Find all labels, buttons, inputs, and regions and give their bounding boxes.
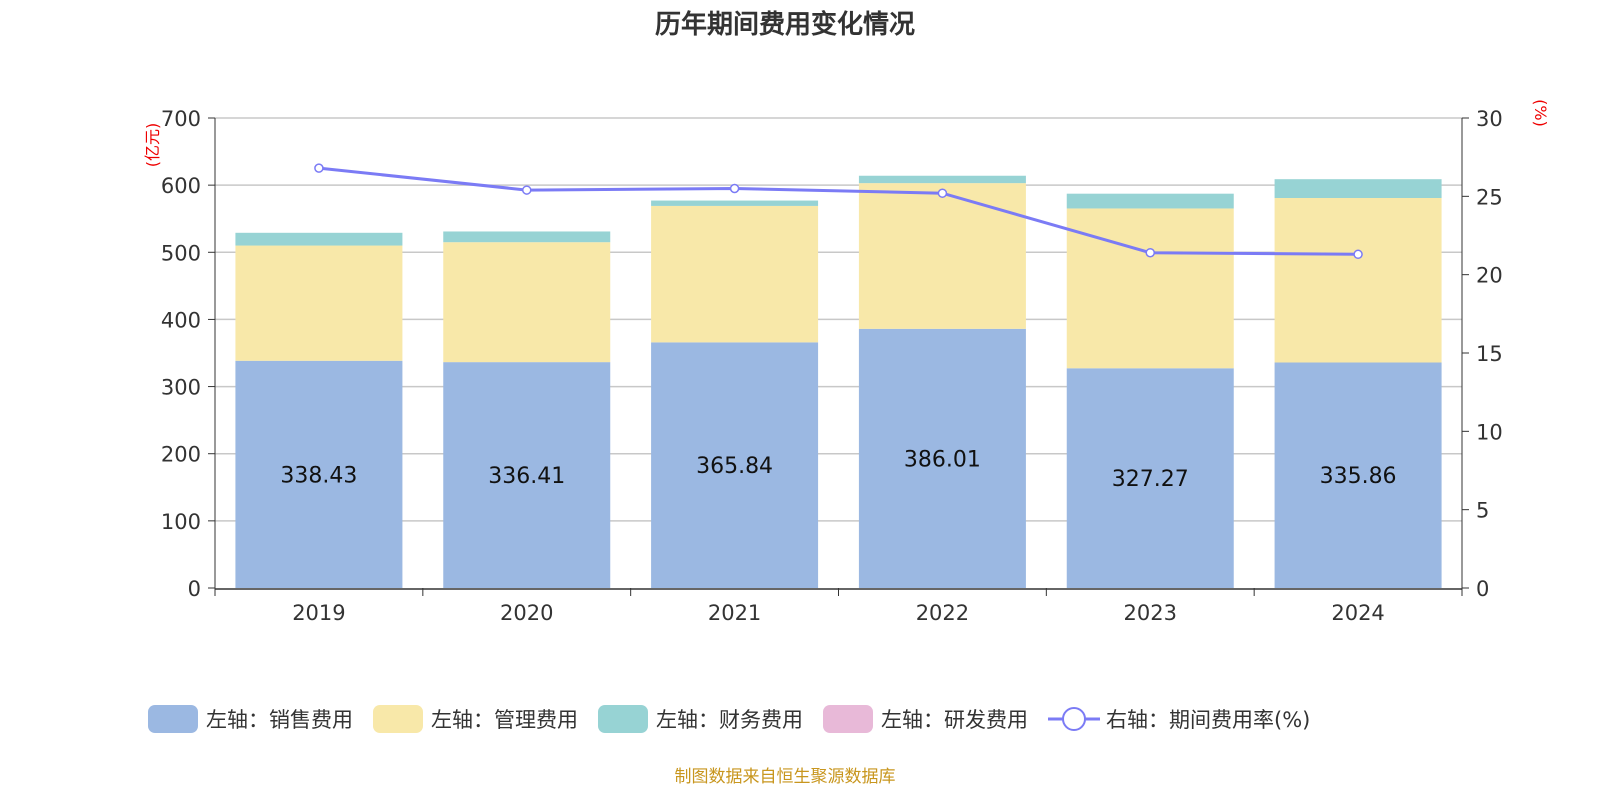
left-tick-label: 200: [161, 443, 201, 467]
right-tick-label: 15: [1476, 342, 1503, 366]
line-point: [1353, 249, 1363, 260]
left-tick-label: 700: [161, 107, 201, 131]
source-note: 制图数据来自恒生聚源数据库: [674, 767, 896, 787]
legend-label: 右轴：期间费用率(%): [1106, 708, 1311, 732]
left-tick-label: 0: [188, 577, 201, 601]
legend: 左轴：销售费用 左轴：管理费用 左轴：财务费用 左轴：研发费用 右轴：期间费用率(%): [148, 704, 1330, 734]
x-tick-label: 2024: [1331, 601, 1384, 625]
legend-label: 左轴：研发费用: [881, 708, 1028, 732]
left-tick-label: 500: [161, 241, 201, 265]
legend-item[interactable]: 左轴：财务费用: [598, 704, 803, 734]
left-axis-unit: (亿元): [143, 123, 162, 168]
bar-segment-1: [1274, 197, 1442, 363]
bar-segment-0: [235, 360, 403, 588]
right-tick-label: 10: [1476, 420, 1503, 444]
legend-line-marker-icon: [1048, 707, 1100, 731]
line-point: [522, 185, 532, 195]
right-tick-label: 5: [1476, 499, 1489, 523]
bar-data-label: 336.41: [488, 464, 565, 489]
legend-swatch: [373, 705, 423, 733]
bar-segment-1: [651, 205, 819, 343]
bar-data-label: 365.84: [696, 454, 773, 479]
legend-item[interactable]: 左轴：研发费用: [823, 704, 1028, 734]
legend-item[interactable]: 右轴：期间费用率(%): [1048, 704, 1310, 734]
bar-data-label: 335.86: [1320, 464, 1397, 489]
legend-item[interactable]: 左轴：销售费用: [148, 704, 353, 734]
legend-label: 左轴：销售费用: [206, 708, 353, 732]
line-point: [937, 188, 948, 198]
legend-swatch: [598, 705, 648, 733]
bar-segment-2: [443, 231, 611, 243]
legend-swatch: [823, 705, 873, 733]
chart-plot: 0 100 200 300 400 500 600 700 0 5 10 15 20 25 30 (亿元) (%…: [143, 99, 1550, 625]
right-tick-label: 30: [1476, 107, 1503, 131]
legend-label: 左轴：财务费用: [656, 708, 803, 732]
x-tick-label: 2023: [1124, 601, 1177, 625]
bar-data-label: 338.43: [280, 463, 357, 488]
bar-segment-1: [1066, 208, 1234, 369]
bar-segment-2: [235, 232, 403, 246]
bar-segment-1: [443, 242, 611, 363]
bar-data-label: 327.27: [1112, 467, 1189, 492]
bar-segment-0: [858, 328, 1026, 588]
chart-title: 历年期间费用变化情况: [654, 10, 915, 40]
left-tick-label: 100: [161, 510, 201, 534]
x-tick-label: 2020: [500, 601, 553, 625]
x-tick-label: 2022: [916, 601, 969, 625]
x-tick-label: 2021: [708, 601, 761, 625]
right-axis-unit: (%): [1531, 99, 1550, 127]
left-tick-label: 300: [161, 376, 201, 400]
bar-segment-1: [858, 183, 1026, 329]
bar-segment-2: [651, 200, 819, 206]
bar-segment-2: [1066, 193, 1234, 209]
line-point: [1145, 247, 1155, 258]
right-tick-label: 0: [1476, 577, 1489, 601]
line-series: [318, 166, 1359, 256]
legend-item[interactable]: 左轴：管理费用: [373, 704, 578, 734]
bar-segment-1: [235, 245, 403, 361]
bar-segment-0: [443, 362, 611, 588]
bar-segment-0: [1274, 362, 1442, 588]
bar-segment-0: [1066, 368, 1234, 588]
line-point: [314, 163, 324, 173]
legend-swatch: [148, 705, 198, 733]
bar-segment-2: [1274, 179, 1442, 198]
right-tick-label: 20: [1476, 264, 1503, 288]
bar-segment-2: [858, 175, 1026, 184]
bar-data-label: 386.01: [904, 447, 981, 472]
left-tick-label: 600: [161, 174, 201, 198]
bar-segment-0: [651, 342, 819, 588]
legend-label: 左轴：管理费用: [431, 708, 578, 732]
left-tick-label: 400: [161, 308, 201, 332]
x-tick-label: 2019: [292, 601, 345, 625]
right-tick-label: 25: [1476, 185, 1503, 209]
line-point: [729, 183, 740, 194]
